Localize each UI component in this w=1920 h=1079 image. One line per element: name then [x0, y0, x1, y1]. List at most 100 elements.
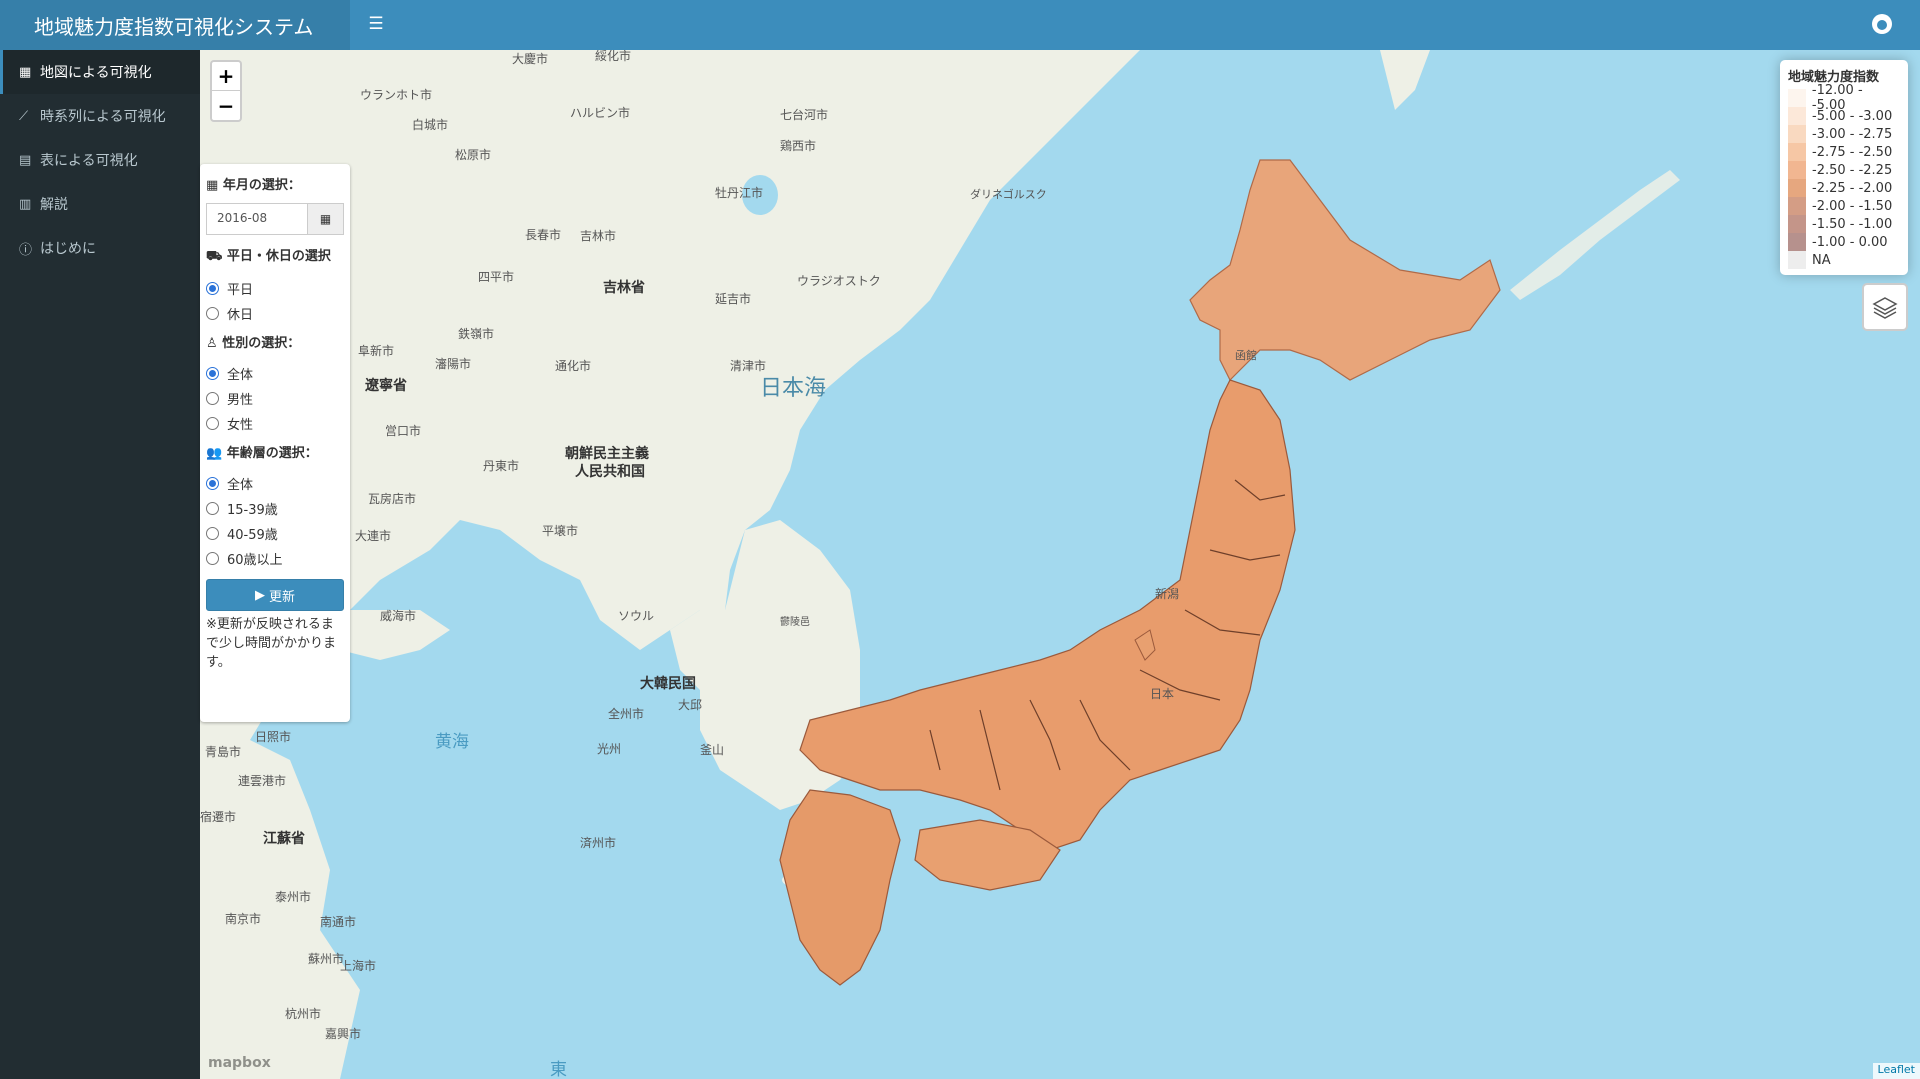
- radio-age-60-plus[interactable]: 60歳以上: [206, 546, 344, 571]
- city-label: 吉林市: [580, 229, 617, 243]
- sidebar-toggle-icon[interactable]: ☰: [368, 14, 384, 34]
- country-label: 日本: [1150, 687, 1175, 701]
- region-label: 江蘇省: [263, 831, 305, 847]
- github-icon[interactable]: [1872, 14, 1892, 34]
- radio-button[interactable]: [206, 552, 219, 565]
- city-label: 営口市: [385, 424, 422, 438]
- mapbox-logo[interactable]: mapbox: [208, 1055, 271, 1071]
- city-label: 全州市: [608, 707, 645, 721]
- month-picker[interactable]: 2016-08 ▦: [206, 203, 344, 235]
- city-label: 鉄嶺市: [458, 327, 495, 341]
- app-title[interactable]: 地域魅力度指数可視化システム: [0, 0, 350, 50]
- radio-label: 15-39歳: [227, 503, 278, 518]
- sidebar-item-explanation[interactable]: ▥ 解説: [0, 182, 200, 226]
- zoom-in-button[interactable]: +: [212, 62, 240, 91]
- calendar-button-icon[interactable]: ▦: [307, 204, 343, 234]
- radio-button[interactable]: [206, 527, 219, 540]
- radio-button[interactable]: [206, 392, 219, 405]
- month-input[interactable]: 2016-08: [217, 211, 268, 225]
- city-label: ソウル: [618, 609, 655, 623]
- legend-swatch: [1788, 107, 1806, 125]
- legend-entry: -2.50 - -2.25: [1788, 161, 1900, 179]
- city-label: ダリネゴルスク: [970, 188, 1047, 201]
- city-label: 清津市: [730, 359, 767, 373]
- city-label: 南通市: [320, 915, 357, 929]
- city-label: 大慶市: [512, 52, 549, 66]
- sidebar-item-timeseries[interactable]: ⟋ 時系列による可視化: [0, 94, 200, 138]
- map-canvas[interactable]: 日本海 黄海 東 大韓民国 朝鮮民主主義 人民共和国 吉林省 遼寧省 江蘇省 日…: [200, 50, 1920, 1079]
- radio-button[interactable]: [206, 282, 219, 295]
- legend-label: -1.00 - 0.00: [1812, 234, 1888, 250]
- leaflet-attribution[interactable]: Leaflet: [1872, 1063, 1920, 1079]
- city-label: 延吉市: [715, 292, 752, 306]
- radio-button[interactable]: [206, 367, 219, 380]
- city-label: 新潟: [1155, 587, 1180, 601]
- city-label: 大邱: [678, 698, 703, 712]
- legend-entry: -2.25 - -2.00: [1788, 179, 1900, 197]
- city-label: ウランホト市: [360, 88, 433, 102]
- city-label: 丹東市: [483, 459, 520, 473]
- city-label: 泰州市: [275, 890, 312, 904]
- legend-label: -3.00 - -2.75: [1812, 126, 1893, 142]
- radio-button[interactable]: [206, 417, 219, 430]
- legend-label: -1.50 - -1.00: [1812, 216, 1893, 232]
- legend-swatch: [1788, 125, 1806, 143]
- city-label: 瓦房店市: [368, 492, 417, 506]
- radio-age-40-59[interactable]: 40-59歳: [206, 521, 344, 546]
- radio-weekday[interactable]: 平日: [206, 276, 344, 301]
- radio-label: 40-59歳: [227, 528, 278, 543]
- legend-swatch: [1788, 215, 1806, 233]
- update-note: ※更新が反映されるまで少し時間がかかります。: [206, 617, 337, 670]
- update-button-label: 更新: [268, 589, 295, 605]
- legend-title: 地域魅力度指数: [1788, 70, 1880, 85]
- sidebar-item-table[interactable]: ▤ 表による可視化: [0, 138, 200, 182]
- play-circle-icon: ▶: [254, 587, 265, 603]
- city-label: 四平市: [478, 270, 515, 284]
- radio-gender-all[interactable]: 全体: [206, 361, 344, 386]
- city-label: 光州: [597, 742, 622, 756]
- radio-button[interactable]: [206, 307, 219, 320]
- radio-label: 休日: [227, 308, 254, 323]
- radio-age-all[interactable]: 全体: [206, 471, 344, 496]
- radio-button[interactable]: [206, 502, 219, 515]
- map-icon: ▦: [19, 64, 32, 80]
- update-button[interactable]: ▶ 更新: [206, 579, 344, 611]
- city-label: 済州市: [580, 836, 617, 850]
- legend-label: -12.00 - -5.00: [1811, 83, 1863, 113]
- layers-button[interactable]: [1862, 283, 1908, 331]
- radio-label: 60歳以上: [227, 553, 283, 568]
- legend-entry: -2.75 - -2.50: [1788, 143, 1900, 161]
- legend-label: -2.75 - -2.50: [1812, 144, 1893, 160]
- city-label: ハルビン市: [570, 106, 631, 120]
- sidebar-item-label: 地図による可視化: [40, 65, 152, 81]
- app-header: 地域魅力度指数可視化システム ☰: [0, 0, 1920, 50]
- legend-swatch: [1788, 161, 1806, 179]
- sidebar-item-intro[interactable]: ⓘ はじめに: [0, 226, 200, 270]
- legend-swatch: [1788, 179, 1806, 197]
- legend-label: -2.00 - -1.50: [1812, 198, 1893, 214]
- city-label: 鶏西市: [780, 139, 817, 153]
- zoom-out-button[interactable]: −: [217, 93, 235, 118]
- region-label: 吉林省: [603, 280, 645, 296]
- book-icon: ▥: [19, 196, 32, 212]
- car-icon: ⛟: [206, 249, 223, 264]
- legend-entry: -12.00 - -5.00: [1788, 83, 1900, 113]
- radio-gender-female[interactable]: 女性: [206, 411, 344, 436]
- line-chart-icon: ⟋: [19, 108, 29, 124]
- sea-label: 東: [550, 1060, 567, 1079]
- radio-holiday[interactable]: 休日: [206, 301, 344, 326]
- age-section-label: 👥 年齢層の選択：: [206, 446, 318, 461]
- legend-label: -5.00 - -3.00: [1812, 108, 1893, 124]
- daytype-section-label: ⛟ 平日・休日の選択: [206, 249, 331, 264]
- radio-age-15-39[interactable]: 15-39歳: [206, 496, 344, 521]
- sidebar-item-label: 表による可視化: [40, 153, 138, 169]
- zoom-control: + −: [210, 60, 242, 122]
- legend-swatch: [1788, 251, 1806, 269]
- city-label: 牡丹江市: [715, 186, 764, 200]
- radio-label: 全体: [227, 478, 254, 493]
- calendar-icon: ▦: [206, 178, 219, 193]
- radio-button[interactable]: [206, 477, 219, 490]
- sidebar-item-map[interactable]: ▦ 地図による可視化: [0, 50, 200, 94]
- info-icon: ⓘ: [19, 242, 33, 258]
- radio-gender-male[interactable]: 男性: [206, 386, 344, 411]
